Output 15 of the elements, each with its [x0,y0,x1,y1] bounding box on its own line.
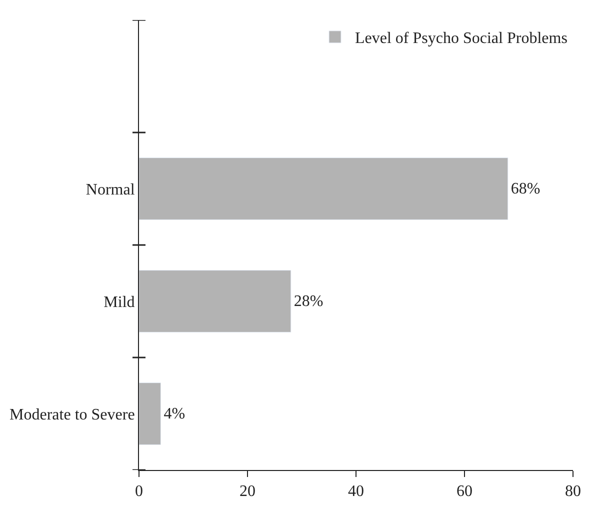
data-label: 68% [510,180,540,198]
bar [139,270,292,332]
x-tick-label: 0 [135,483,143,500]
bar [139,382,161,445]
x-tick-label: 80 [565,483,581,500]
legend-label: Level of Psycho Social Problems [355,30,568,48]
y-tick-label: Normal [86,181,136,198]
x-tick-label: 40 [348,483,364,500]
y-tick-label: Moderate to Severe [10,406,135,424]
data-label: 28% [294,292,324,310]
x-tick-label: 20 [240,483,256,500]
bar [139,158,508,220]
data-label: 4% [164,405,186,422]
y-tick-label: Mild [104,294,135,311]
x-tick-label: 60 [456,483,472,500]
